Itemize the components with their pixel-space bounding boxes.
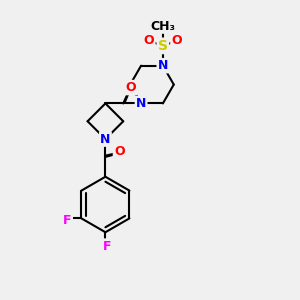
Text: N: N [100,133,111,146]
Text: N: N [158,59,168,72]
Text: O: O [126,81,136,94]
Text: O: O [114,146,124,158]
Text: F: F [63,214,72,227]
Text: F: F [103,240,112,253]
Text: S: S [158,39,168,53]
Text: CH₃: CH₃ [150,20,176,33]
Text: N: N [136,97,146,110]
Text: O: O [144,34,154,47]
Text: O: O [171,34,182,47]
